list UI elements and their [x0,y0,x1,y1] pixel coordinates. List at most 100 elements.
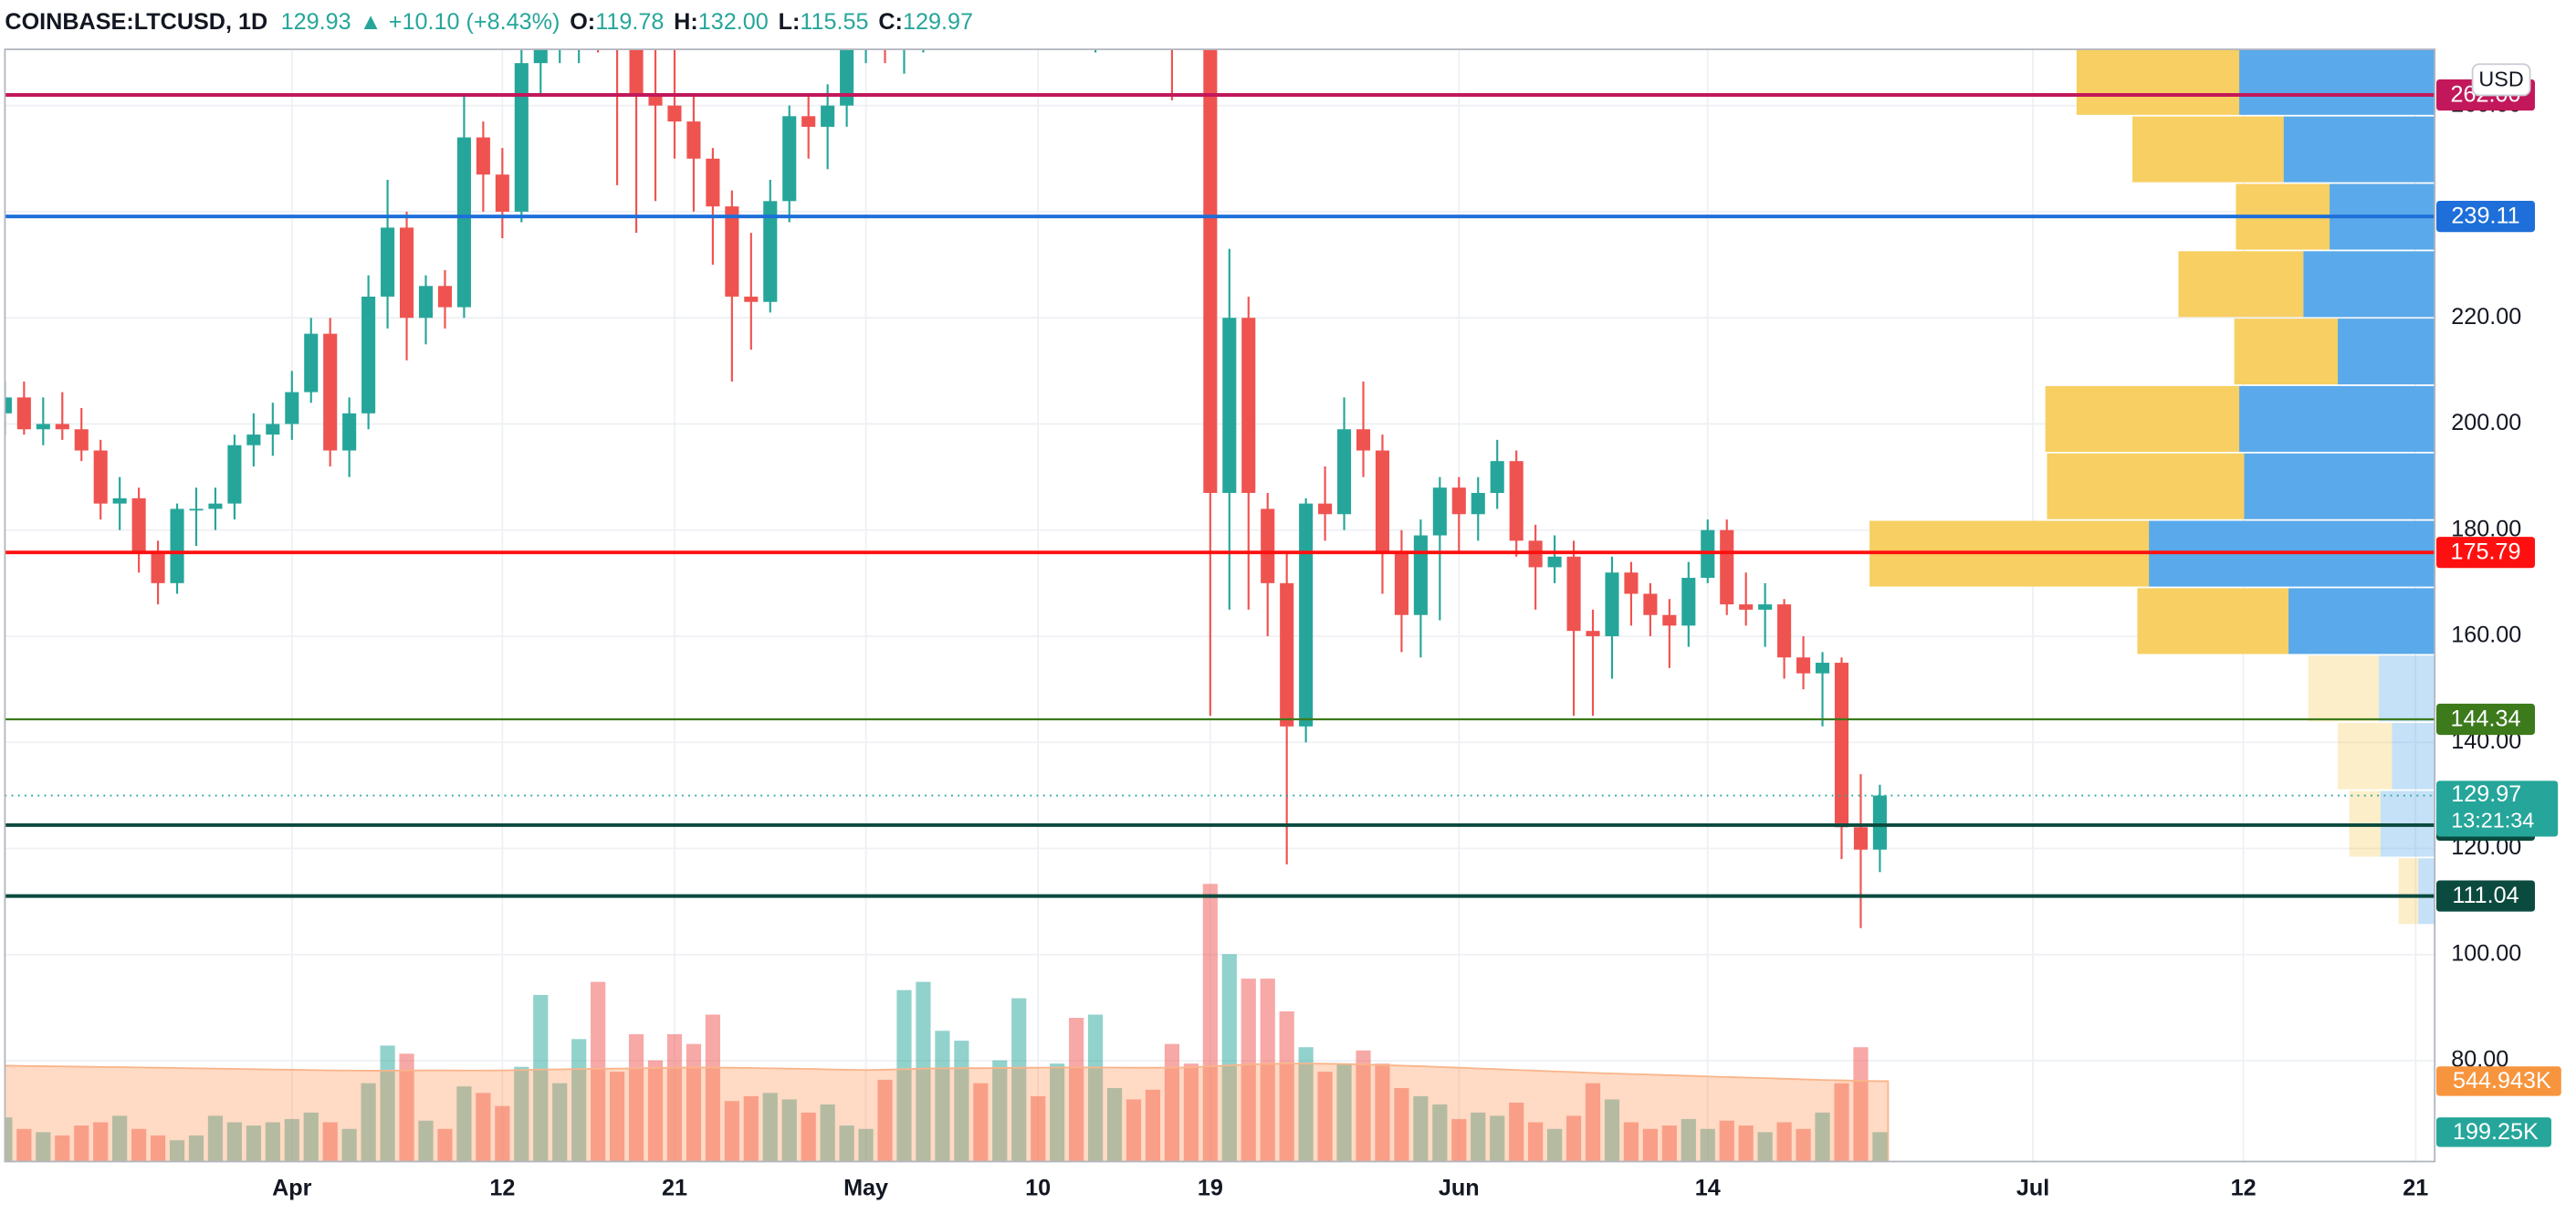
volume-bar [1565,1115,1582,1162]
level-label: 175.79 [2450,539,2520,565]
volume-bar [399,1053,414,1162]
profile-up [2244,453,2435,519]
level-label: 111.04 [2452,883,2518,908]
x-tick-label: 21 [2403,1176,2428,1201]
volume-bar [226,1122,243,1162]
candle-body [1681,578,1696,626]
candle-body [151,550,165,583]
volume-bar [1031,1095,1046,1162]
volume-bar [533,995,549,1162]
volume-ma-label-bg [2436,1066,2561,1096]
level-label-bg [2436,880,2536,912]
profile-down [2132,116,2284,183]
volume-bar [628,1034,644,1162]
volume-bar [877,1079,893,1162]
volume-bar [1661,1126,1677,1162]
candle-body [1547,556,1562,568]
volume-bar [1279,1010,1294,1162]
candle-body [1586,631,1600,636]
candle-body [1853,827,1868,850]
profile-up [2239,385,2435,452]
profile-down [2045,385,2240,452]
volume-ma-area [5,1063,1890,1162]
volume-bar [150,1135,166,1162]
candle-body [648,95,663,106]
level-label: 239.11 [2451,204,2519,229]
volume-bar [1336,1063,1352,1162]
profile-up [2338,319,2435,385]
volume-bar [724,1101,739,1162]
candle-body [246,435,261,445]
candle-body [227,445,242,504]
candle-body [1758,604,1773,610]
volume-bar [705,1014,720,1162]
volume-bar [820,1104,835,1162]
candle-body [342,413,357,451]
level-label-bg [2436,201,2536,233]
candle-body [495,174,509,212]
profile-down [2398,858,2419,925]
candle-body [285,392,299,424]
candle-body [1796,657,1811,674]
candle-body [399,227,414,319]
x-tick-label: May [843,1176,888,1201]
candle-body [1662,614,1677,626]
ohlc-value: 132.00 [698,9,769,35]
plot-frame [4,48,2436,1163]
ohlc-value: 129.97 [903,9,973,35]
volume-bar [1011,998,1027,1162]
volume-bar [112,1115,128,1162]
volume-bar [1221,954,1237,1162]
profile-down [2137,588,2289,654]
volume-bar [609,1072,625,1162]
candle-body [1241,318,1256,494]
candle-body [1203,49,1218,494]
volume-bar [495,1105,510,1162]
volume-bar [1585,1083,1601,1162]
volume-bar [1604,1099,1620,1162]
candle-body [1471,493,1485,515]
candle-body [1777,604,1792,658]
candle-body [381,227,395,297]
volume-bar [5,1117,13,1162]
x-tick-label: 12 [2231,1176,2257,1201]
candle-body [1222,318,1237,494]
y-tick-label: 160.00 [2451,623,2521,648]
volume-bar [1298,1047,1314,1162]
symbol: COINBASE:LTCUSD, 1D [5,9,267,35]
volume-bar [801,1112,816,1162]
volume-bar [647,1060,664,1162]
volume-bar [686,1043,702,1162]
x-tick-label: Jun [1439,1176,1480,1201]
profile-down [2338,723,2393,790]
candle-body [782,116,797,202]
candle-body [93,450,108,504]
candle-body [208,503,223,509]
volume-bar [973,1083,989,1162]
profile-down [2047,453,2245,519]
volume-bar [916,981,931,1162]
candle-body [304,333,319,393]
candle-body [189,508,204,511]
candle-body [1739,604,1754,610]
x-tick-label: 14 [1695,1176,1721,1201]
y-tick-label: 200.00 [2451,410,2521,435]
volume-bar [361,1083,376,1162]
volume-bar [322,1122,338,1162]
volume-bar [1126,1099,1142,1162]
ohlc-value: 119.78 [595,9,664,35]
ohlc-name: H: [674,9,698,35]
level-label: 144.34 [2450,707,2520,732]
candle-body [1490,461,1504,494]
volume-bar [896,989,912,1162]
volume-bar [1356,1050,1371,1162]
volume-bar [207,1115,224,1162]
candle-body [361,296,376,414]
profile-up [2288,588,2435,654]
volume-bar [514,1066,529,1162]
volume-bar [1796,1128,1811,1162]
x-tick-label: Apr [272,1176,312,1201]
candle-body [763,201,778,302]
volume-bar [1145,1089,1161,1162]
